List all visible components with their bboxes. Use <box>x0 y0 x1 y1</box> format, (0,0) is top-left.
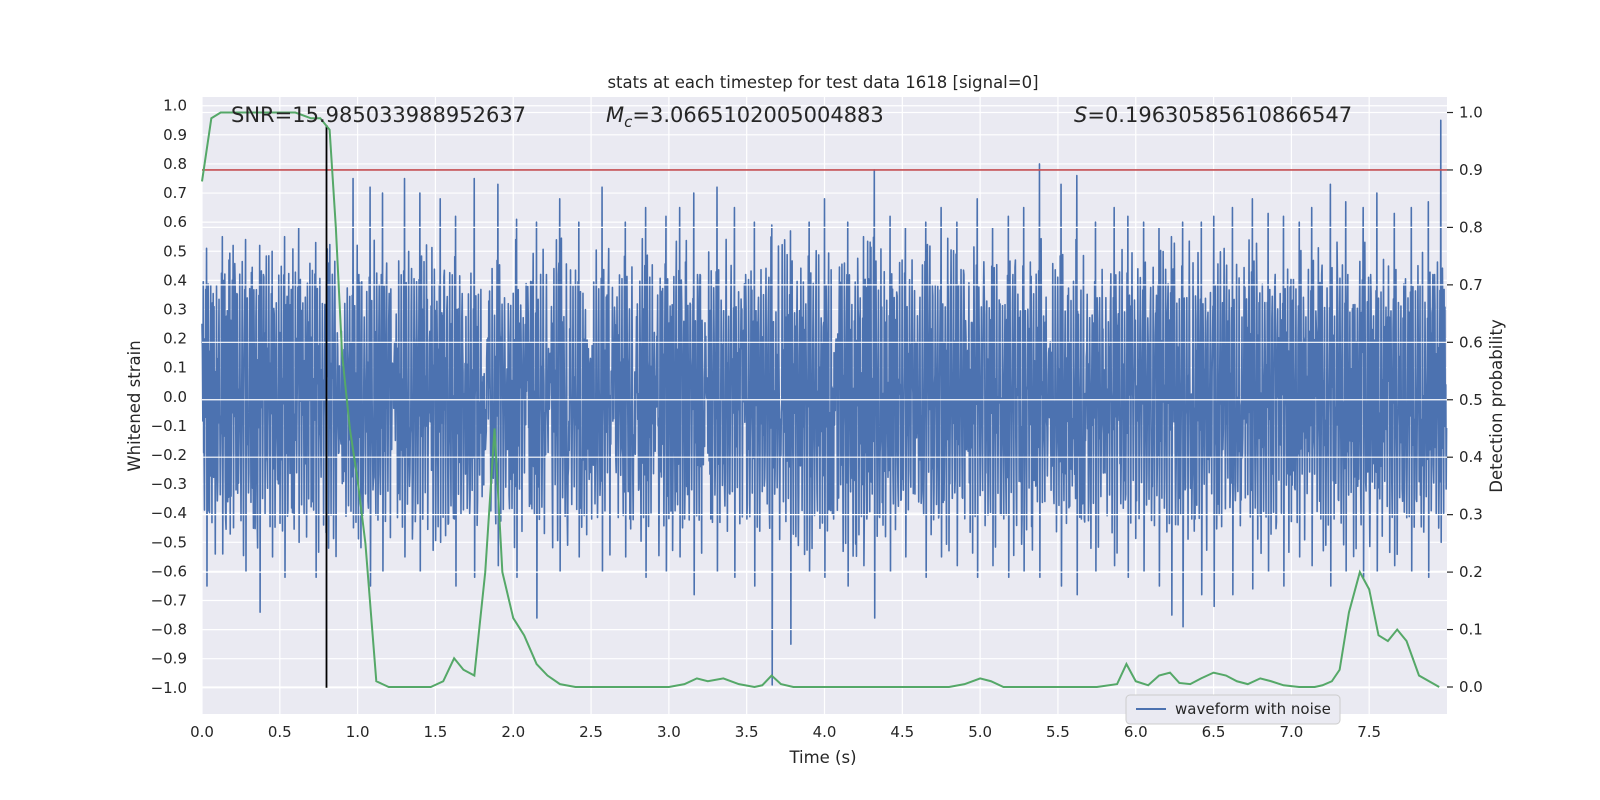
x-tick-label: 6.0 <box>1124 723 1148 741</box>
y-tick-label-right: 1.0 <box>1459 104 1483 122</box>
legend: waveform with noise <box>1125 694 1341 725</box>
x-tick-label: 5.0 <box>968 723 992 741</box>
y-tick-label-left: −0.4 <box>151 504 187 522</box>
x-tick-label: 5.5 <box>1046 723 1070 741</box>
y-tick-label-left: 0.6 <box>163 213 187 231</box>
y-tick-label-left: 0.7 <box>163 184 187 202</box>
y-tick-label-left: 0.4 <box>163 271 187 289</box>
probability-series <box>201 111 1440 689</box>
legend-label: waveform with noise <box>1175 700 1331 718</box>
y-tick-label-left: 0.1 <box>163 359 187 377</box>
s-annotation: S=0.19630585610866547 <box>1074 103 1352 127</box>
y-tick-label-right: 0.1 <box>1459 621 1483 639</box>
y-tick-label-left: −0.2 <box>151 446 187 464</box>
x-tick-label: 7.5 <box>1357 723 1381 741</box>
x-tick-label: 3.5 <box>735 723 759 741</box>
y-tick-label-left: −0.1 <box>151 417 187 435</box>
x-tick-label: 2.5 <box>579 723 603 741</box>
y-tick-label-left: 0.0 <box>163 388 187 406</box>
x-tick-label: 7.0 <box>1279 723 1303 741</box>
y-tick-label-left: −0.8 <box>151 621 187 639</box>
strain-series <box>201 119 1448 686</box>
y-tick-label-right: 0.8 <box>1459 218 1483 236</box>
x-tick-label: 0.5 <box>268 723 292 741</box>
x-tick-label: 1.5 <box>424 723 448 741</box>
y-tick-label-right: 0.5 <box>1459 391 1483 409</box>
y-tick-label-right: 0.9 <box>1459 161 1483 179</box>
x-axis-label: Time (s) <box>788 748 856 767</box>
x-tick-label: 6.5 <box>1202 723 1226 741</box>
y-tick-label-left: 0.9 <box>163 126 187 144</box>
y-tick-label-left: 0.5 <box>163 242 187 260</box>
y-tick-label-right: 0.0 <box>1459 678 1483 696</box>
y-tick-label-right: 0.6 <box>1459 333 1483 351</box>
x-tick-label: 3.0 <box>657 723 681 741</box>
x-tick-label: 2.0 <box>501 723 525 741</box>
x-tick-label: 0.0 <box>190 723 214 741</box>
probability-line <box>201 111 1440 689</box>
y-tick-label-left: 0.8 <box>163 155 187 173</box>
y-tick-label-right: 0.4 <box>1459 448 1483 466</box>
chirp-mass-value: =3.0665102005004883 <box>632 103 883 127</box>
y-tick-label-left: −0.6 <box>151 562 187 580</box>
y-tick-label-right: 0.7 <box>1459 276 1483 294</box>
y-axis-label-right: Detection probability <box>1487 319 1506 493</box>
x-tick-label: 4.5 <box>890 723 914 741</box>
strain-line <box>201 119 1448 686</box>
ticks: 0.0 0.5 1.0 1.5 2.0 2.5 3.0 3.5 4.0 4.5 5.0 5.5 6.0 6… <box>151 97 1483 741</box>
x-tick-label: 4.0 <box>813 723 837 741</box>
y-tick-label-left: 1.0 <box>163 97 187 115</box>
chart-title: stats at each timestep for test data 161… <box>607 73 1038 92</box>
y-tick-label-right: 0.2 <box>1459 563 1483 581</box>
y-tick-label-left: −0.3 <box>151 475 187 493</box>
y-tick-label-left: −1.0 <box>151 679 187 697</box>
y-axis-label-left: Whitened strain <box>125 340 144 471</box>
chirp-mass-subscript: c <box>624 113 633 131</box>
y-tick-label-left: 0.2 <box>163 330 187 348</box>
y-tick-label-right: 0.3 <box>1459 506 1483 524</box>
snr-annotation: SNR=15.985033988952637 <box>231 103 526 127</box>
chirp-mass-annotation: Mc=3.0665102005004883 <box>606 103 884 131</box>
y-tick-label-left: −0.5 <box>151 533 187 551</box>
s-value: =0.19630585610866547 <box>1087 103 1352 127</box>
chirp-mass-symbol: M <box>606 103 624 127</box>
legend-box <box>1125 694 1341 725</box>
x-tick-label: 1.0 <box>346 723 370 741</box>
y-tick-label-left: 0.3 <box>163 300 187 318</box>
overlays <box>202 111 1447 688</box>
y-tick-label-left: −0.9 <box>151 650 187 668</box>
s-symbol: S <box>1074 103 1087 127</box>
y-tick-label-left: −0.7 <box>151 591 187 609</box>
